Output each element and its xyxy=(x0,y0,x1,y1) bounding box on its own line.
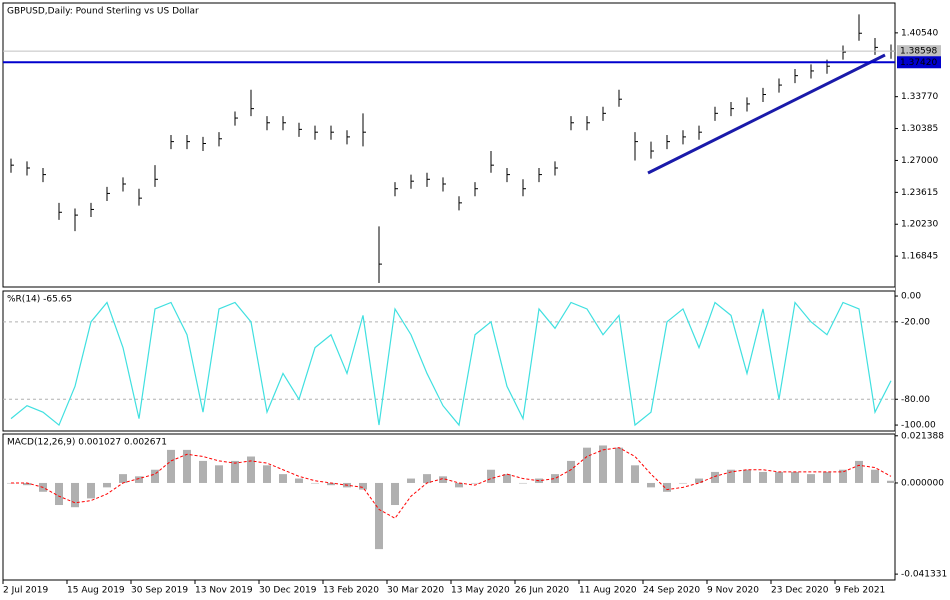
macd-bar xyxy=(135,476,143,483)
macd-bar xyxy=(295,478,303,483)
hline-box xyxy=(897,56,941,69)
y-tick-label: 1.16845 xyxy=(901,252,938,262)
y-tick-label: 1.33770 xyxy=(901,92,938,102)
x-tick-label: 13 Nov 2019 xyxy=(195,586,253,596)
macd-bar xyxy=(55,482,63,506)
x-tick-label: 26 Jun 2020 xyxy=(515,586,569,596)
macd-bar xyxy=(311,482,319,484)
macd-bar xyxy=(471,482,479,484)
macd-bar xyxy=(423,474,431,483)
y-tick-label: -100.00 xyxy=(901,421,936,431)
macd-bar xyxy=(23,482,31,486)
macd-bar xyxy=(807,474,815,483)
macd-bar xyxy=(727,469,735,483)
macd-bar xyxy=(359,482,367,490)
macd-bar xyxy=(327,482,335,486)
macd-bar xyxy=(487,469,495,483)
macd-bar xyxy=(199,460,207,483)
macd-bar xyxy=(151,469,159,483)
y-tick-label: 1.20230 xyxy=(901,220,938,230)
macd-bar xyxy=(375,482,383,550)
y-tick-label: -0.041331 xyxy=(901,570,947,580)
macd-bar xyxy=(247,456,255,483)
macd-bar xyxy=(791,471,799,483)
macd-bar xyxy=(887,480,895,483)
trendline xyxy=(647,53,886,175)
y-tick-label: 0.021388 xyxy=(901,431,944,441)
x-tick-label: 13 May 2020 xyxy=(451,586,510,596)
macd-bar xyxy=(551,474,559,483)
last-price-label: 1.38598 xyxy=(900,47,937,57)
y-tick-label: 0.000000 xyxy=(901,478,944,488)
x-tick-label: 9 Nov 2020 xyxy=(707,586,759,596)
macd-bar xyxy=(119,474,127,483)
macd-bar xyxy=(567,460,575,483)
macd-bar xyxy=(823,471,831,483)
y-tick-label: 1.27000 xyxy=(901,156,938,166)
macd-bar xyxy=(503,474,511,483)
x-tick-label: 15 Aug 2019 xyxy=(67,586,125,596)
right-axis-line xyxy=(895,3,896,580)
macd-bar xyxy=(103,482,111,488)
y-tick-label: 1.40540 xyxy=(901,28,938,38)
macd-bar xyxy=(647,482,655,488)
macd-bar xyxy=(279,474,287,483)
macd-bar xyxy=(215,465,223,483)
macd-bar xyxy=(599,445,607,483)
macd-bar xyxy=(759,471,767,483)
macd-bar xyxy=(743,469,751,483)
x-tick-label: 30 Dec 2019 xyxy=(259,586,317,596)
y-tick-label: 1.30385 xyxy=(901,124,938,134)
macd-bar xyxy=(87,482,95,499)
y-tick-label: 0.00 xyxy=(901,292,921,302)
macd-bar xyxy=(663,482,671,492)
hline-label: 1.37420 xyxy=(900,58,937,68)
x-tick-label: 9 Feb 2021 xyxy=(835,586,885,596)
x-tick-label: 30 Mar 2020 xyxy=(387,586,444,596)
panel-title: GBPUSD,Daily: Pound Sterling vs US Dolla… xyxy=(7,7,199,17)
wpr-line xyxy=(10,301,892,427)
macd-bar xyxy=(695,478,703,483)
last-price-box xyxy=(897,45,941,58)
macd-bar xyxy=(775,471,783,483)
macd-bar xyxy=(455,482,463,488)
macd-bar xyxy=(183,449,191,483)
y-tick-label: 1.23615 xyxy=(901,188,938,198)
macd-bar xyxy=(583,447,591,483)
x-tick-label: 30 Sep 2019 xyxy=(131,586,188,596)
y-tick-label: -80.00 xyxy=(901,395,930,405)
macd-bar xyxy=(631,465,639,483)
macd-bar xyxy=(391,482,399,506)
macd-bar xyxy=(839,469,847,483)
macd-bar xyxy=(167,449,175,483)
macd-bar xyxy=(679,482,687,484)
x-tick-label: 2 Jul 2019 xyxy=(3,586,48,596)
macd-bar xyxy=(439,476,447,483)
macd-bar xyxy=(407,478,415,483)
macd-bar xyxy=(871,469,879,483)
macd-bar xyxy=(71,482,79,508)
macd-bar xyxy=(615,447,623,483)
x-tick-label: 11 Aug 2020 xyxy=(579,586,637,596)
macd-bar xyxy=(711,471,719,483)
x-tick-label: 24 Sep 2020 xyxy=(643,586,700,596)
macd-bar xyxy=(263,465,271,483)
macd-bar xyxy=(519,482,527,484)
macd-bar xyxy=(855,460,863,483)
macd-bar xyxy=(231,460,239,483)
panel-title: %R(14) -65.65 xyxy=(7,295,72,305)
panel-title: MACD(12,26,9) 0.001027 0.002671 xyxy=(7,438,167,448)
x-tick-label: 23 Dec 2020 xyxy=(771,586,829,596)
y-tick-label: -20.00 xyxy=(901,317,930,327)
x-tick-label: 13 Feb 2020 xyxy=(323,586,379,596)
signal-line xyxy=(11,447,892,519)
